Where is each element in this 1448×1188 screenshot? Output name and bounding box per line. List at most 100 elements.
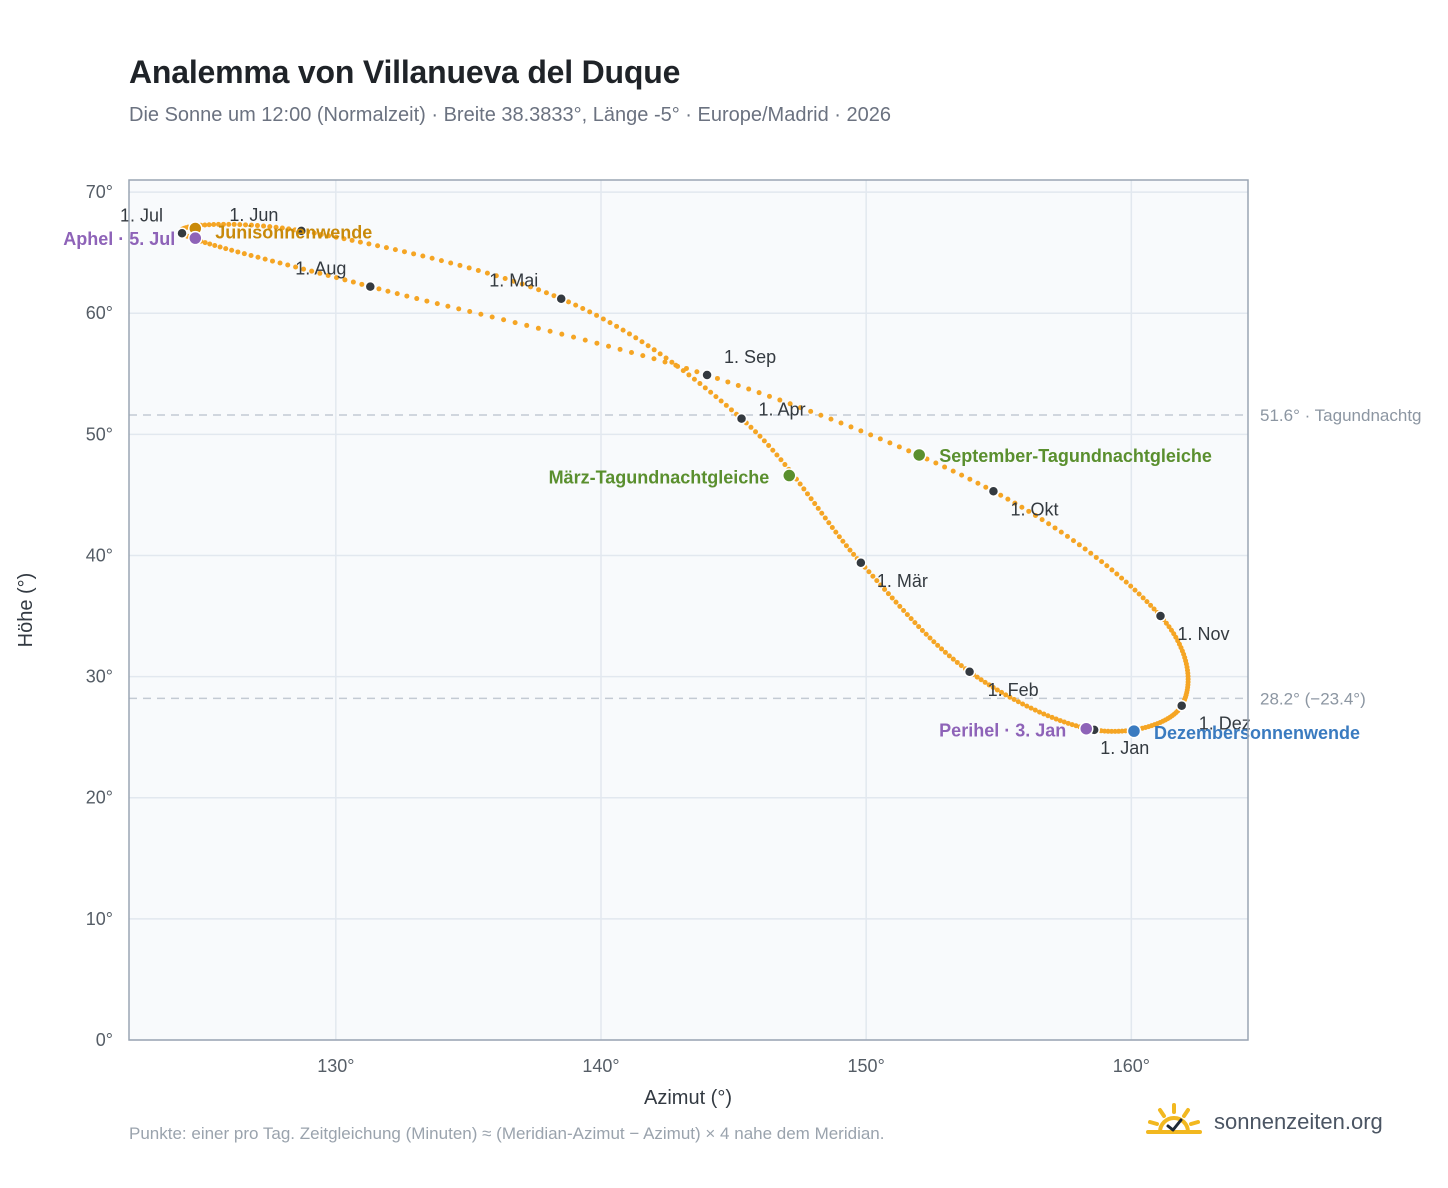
daily-sun-dot [573,302,579,308]
daily-sun-dot [901,608,907,614]
month-marker [555,292,567,305]
daily-sun-dot [1093,554,1099,560]
daily-sun-dot [912,620,918,626]
daily-sun-dot [931,639,937,645]
month-markers: 1. Jan 1. Feb 1. Mär 1. Apr 1. Mai 1. Jun 1. J… [120,205,1251,758]
special-point-label: Junisonnenwende [215,222,372,242]
daily-sun-dot [935,642,941,648]
special-points: Junisonnenwende Aphel · 5. Jul März-Tagund… [63,221,1360,743]
daily-sun-dot [959,472,965,478]
daily-sun-dot [782,462,788,468]
daily-sun-dot [255,254,261,260]
daily-sun-dot [438,258,444,264]
daily-sun-dot [735,382,741,388]
daily-sun-dot [512,320,518,326]
special-point-marker [188,230,203,246]
daily-sun-dot [1073,723,1079,729]
daily-sun-dot [713,394,719,400]
daily-sun-dot [401,249,407,255]
daily-sun-dot [1041,711,1047,717]
daily-sun-dot [919,627,925,633]
daily-sun-dot [587,309,593,315]
daily-sun-dot [1007,694,1013,700]
daily-sun-dot [489,314,495,320]
daily-sun-dot [206,222,212,228]
daily-sun-dot [1019,504,1025,510]
daily-sun-dot [273,224,279,230]
month-marker [295,225,308,237]
daily-sun-dot [958,663,964,669]
daily-sun-dot [1045,713,1051,719]
month-marker-label: 1. Okt [1010,499,1058,519]
daily-sun-dot [797,481,803,487]
daily-sun-dot [226,221,232,227]
daily-sun-dot [843,543,849,549]
brand-name: sonnenzeiten.org [1214,1109,1383,1134]
daily-sun-dot [691,376,697,382]
chart-title: Analemma von Villanueva del Duque [129,54,681,90]
daily-sun-dot [885,591,891,597]
daily-sun-dot [357,239,363,245]
daily-sun-dot [254,223,260,229]
month-marker-label: 1. Aug [295,259,346,279]
daily-sun-dot [528,284,534,290]
month-marker-label: 1. Jun [229,205,278,225]
daily-sun-dot [975,480,981,486]
chart-subtitle: Die Sonne um 12:00 (Normalzeit) · Breite… [129,104,891,126]
daily-sun-dot [833,529,839,535]
daily-sun-dot [728,407,734,413]
plot-frame [128,179,1249,1041]
daily-sun-dot [279,225,285,231]
month-marker-label: 1. Mai [489,271,538,291]
daily-sun-dot [1015,699,1021,705]
daily-sun-dot [211,222,217,228]
daily-sun-dot [777,397,783,403]
daily-sun-dot [221,221,227,227]
month-marker-label: 1. Feb [988,680,1039,700]
daily-sun-dot [606,343,612,349]
x-tick-label: 160° [1113,1056,1150,1076]
daily-sun-dot [651,356,657,362]
daily-sun-dot [261,223,267,229]
plot-area [129,180,1248,1040]
daily-sun-dot [628,349,634,355]
daily-sun-dot [502,275,508,281]
special-point-label: Aphel · 5. Jul [63,229,175,249]
daily-sun-dot [411,251,417,257]
daily-sun-dot [1109,728,1115,734]
daily-sun-dot [594,340,600,346]
brand-logo[interactable]: sonnenzeiten.org [1146,1102,1383,1142]
daily-sun-dot [887,440,893,446]
daily-sun-dot [1132,587,1138,593]
daily-sun-dot [215,221,221,227]
daily-sun-dot [847,547,853,553]
daily-sun-dot [1163,620,1169,626]
special-point-label: Dezembersonnenwende [1154,723,1360,743]
daily-sun-dot [478,311,484,317]
daily-sun-dot [812,501,818,507]
daily-sun-dot [986,682,992,688]
daily-sun-dot [663,355,669,361]
daily-sun-dot [582,337,588,343]
daily-sun-dot [819,510,825,516]
daily-sun-dot [978,677,984,683]
daily-sun-dot [657,351,663,357]
month-marker-label: 1. Nov [1177,624,1229,644]
daily-sun-dot [414,296,420,302]
daily-sun-dot [341,236,347,242]
daily-sun-dot [916,624,922,630]
daily-sun-dot [748,424,754,430]
daily-sun-dot [501,317,507,323]
daily-sun-dot [484,270,490,276]
daily-sun-dot [950,656,956,662]
daily-sun-dot [511,278,517,284]
daily-sun-dot [1061,719,1067,725]
daily-sun-dot [535,325,541,331]
daily-sun-dot [1058,529,1064,535]
sun-logo-icon [1146,1103,1202,1134]
daily-sun-dot [897,603,903,609]
axis-ticks: 130° 140° 150° 160° 0° 10° 20° 30° 40° 50° 60° 70° [86,182,1150,1076]
daily-sun-dot [325,272,331,278]
daily-sun-dot [519,281,525,287]
